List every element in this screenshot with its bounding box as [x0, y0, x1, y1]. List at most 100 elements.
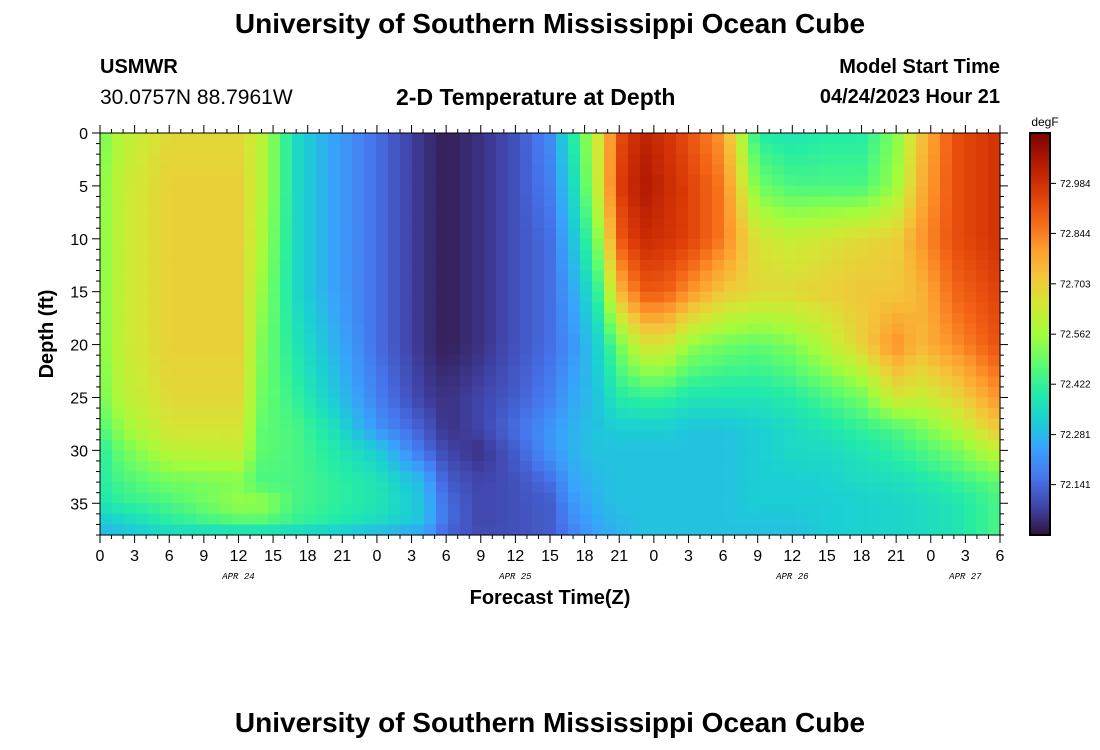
heatmap-cell [964, 249, 977, 261]
heatmap-cell [856, 344, 869, 356]
heatmap-cell [196, 408, 209, 420]
heatmap-cell [904, 228, 917, 240]
heatmap-cell [556, 207, 569, 219]
heatmap-cell [892, 175, 905, 187]
heatmap-cell [268, 228, 281, 240]
heatmap-cell [808, 418, 821, 430]
heatmap-cell [292, 397, 305, 409]
heatmap-cell [448, 143, 461, 155]
heatmap-cell [952, 376, 965, 388]
heatmap-cell [484, 429, 497, 441]
heatmap-cell [352, 429, 365, 441]
heatmap-cell [712, 344, 725, 356]
heatmap-cell [448, 302, 461, 314]
heatmap-cell [676, 291, 689, 303]
colorbar-ticks: 72.98472.84472.70372.56272.42272.28172.1… [1050, 179, 1091, 491]
heatmap-cell [760, 312, 773, 325]
heatmap-cell [988, 408, 1001, 420]
heatmap-cell [796, 312, 809, 325]
heatmap-cell [616, 217, 629, 229]
heatmap-cell [988, 397, 1001, 409]
heatmap-cell [676, 154, 689, 166]
heatmap-cell [316, 196, 329, 208]
heatmap-cell [808, 429, 821, 441]
heatmap-cell [520, 408, 533, 420]
heatmap-cell [508, 344, 521, 356]
heatmap-cell [796, 207, 809, 219]
heatmap-cell [856, 513, 869, 526]
heatmap-cell [628, 228, 641, 240]
heatmap-cell [544, 185, 557, 198]
heatmap-cell [520, 386, 533, 399]
heatmap-cell [976, 259, 989, 272]
heatmap-cell [964, 418, 977, 430]
heatmap-cell [736, 503, 749, 515]
heatmap-cell [160, 249, 173, 261]
heatmap-cell [820, 439, 833, 451]
heatmap-cell [508, 482, 521, 494]
heatmap-cell [904, 217, 917, 229]
heatmap-cell [256, 460, 269, 473]
heatmap-cell [424, 386, 437, 399]
heatmap-cell [652, 450, 665, 462]
heatmap-cell [628, 175, 641, 187]
heatmap-cell [232, 185, 245, 198]
heatmap-cell [628, 460, 641, 473]
heatmap-cell [220, 503, 233, 515]
heatmap-cell [316, 334, 329, 346]
heatmap-cell [868, 196, 881, 208]
heatmap-cell [292, 334, 305, 346]
heatmap-cell [820, 376, 833, 388]
heatmap-cell [880, 281, 893, 293]
heatmap-cell [364, 164, 377, 176]
heatmap-cell [388, 344, 401, 356]
heatmap-cell [160, 450, 173, 462]
heatmap-cell [976, 429, 989, 441]
heatmap-cell [688, 386, 701, 399]
heatmap-cell [256, 175, 269, 187]
heatmap-cell [460, 217, 473, 229]
heatmap-cell [520, 259, 533, 272]
heatmap-cell [148, 270, 161, 282]
heatmap-cell [892, 355, 905, 367]
heatmap-cell [412, 196, 425, 208]
heatmap-cell [712, 228, 725, 240]
heatmap-cell [172, 513, 185, 526]
heatmap-cell [952, 143, 965, 155]
heatmap-cell [952, 482, 965, 494]
heatmap-cell [916, 386, 929, 399]
heatmap-cell [424, 238, 437, 250]
heatmap-cell [760, 207, 773, 219]
heatmap-cell [568, 312, 581, 325]
heatmap-cell [280, 460, 293, 473]
heatmap-cell [364, 471, 377, 483]
heatmap-cell [544, 164, 557, 176]
heatmap-cell [184, 397, 197, 409]
heatmap-cell [172, 524, 185, 536]
heatmap-cell [880, 154, 893, 166]
heatmap-cell [196, 386, 209, 399]
heatmap-cell [772, 492, 785, 504]
heatmap-cell [304, 376, 317, 388]
heatmap-cell [568, 429, 581, 441]
heatmap-cell [760, 492, 773, 504]
heatmap-cell [448, 281, 461, 293]
heatmap-cell [328, 312, 341, 325]
heatmap-cell [772, 302, 785, 314]
heatmap-cell [892, 429, 905, 441]
heatmap-cell [868, 503, 881, 515]
heatmap-cell [436, 185, 449, 198]
heatmap-cell [712, 524, 725, 536]
heatmap-cell [280, 270, 293, 282]
heatmap-cell [280, 344, 293, 356]
heatmap-cell [952, 259, 965, 272]
heatmap-cell [880, 524, 893, 536]
heatmap-cell [556, 503, 569, 515]
heatmap-cell [232, 492, 245, 504]
heatmap-cell [220, 334, 233, 346]
heatmap-cell [412, 164, 425, 176]
heatmap-cell [400, 312, 413, 325]
heatmap-cell [544, 238, 557, 250]
heatmap-cell [460, 270, 473, 282]
heatmap-cell [904, 429, 917, 441]
